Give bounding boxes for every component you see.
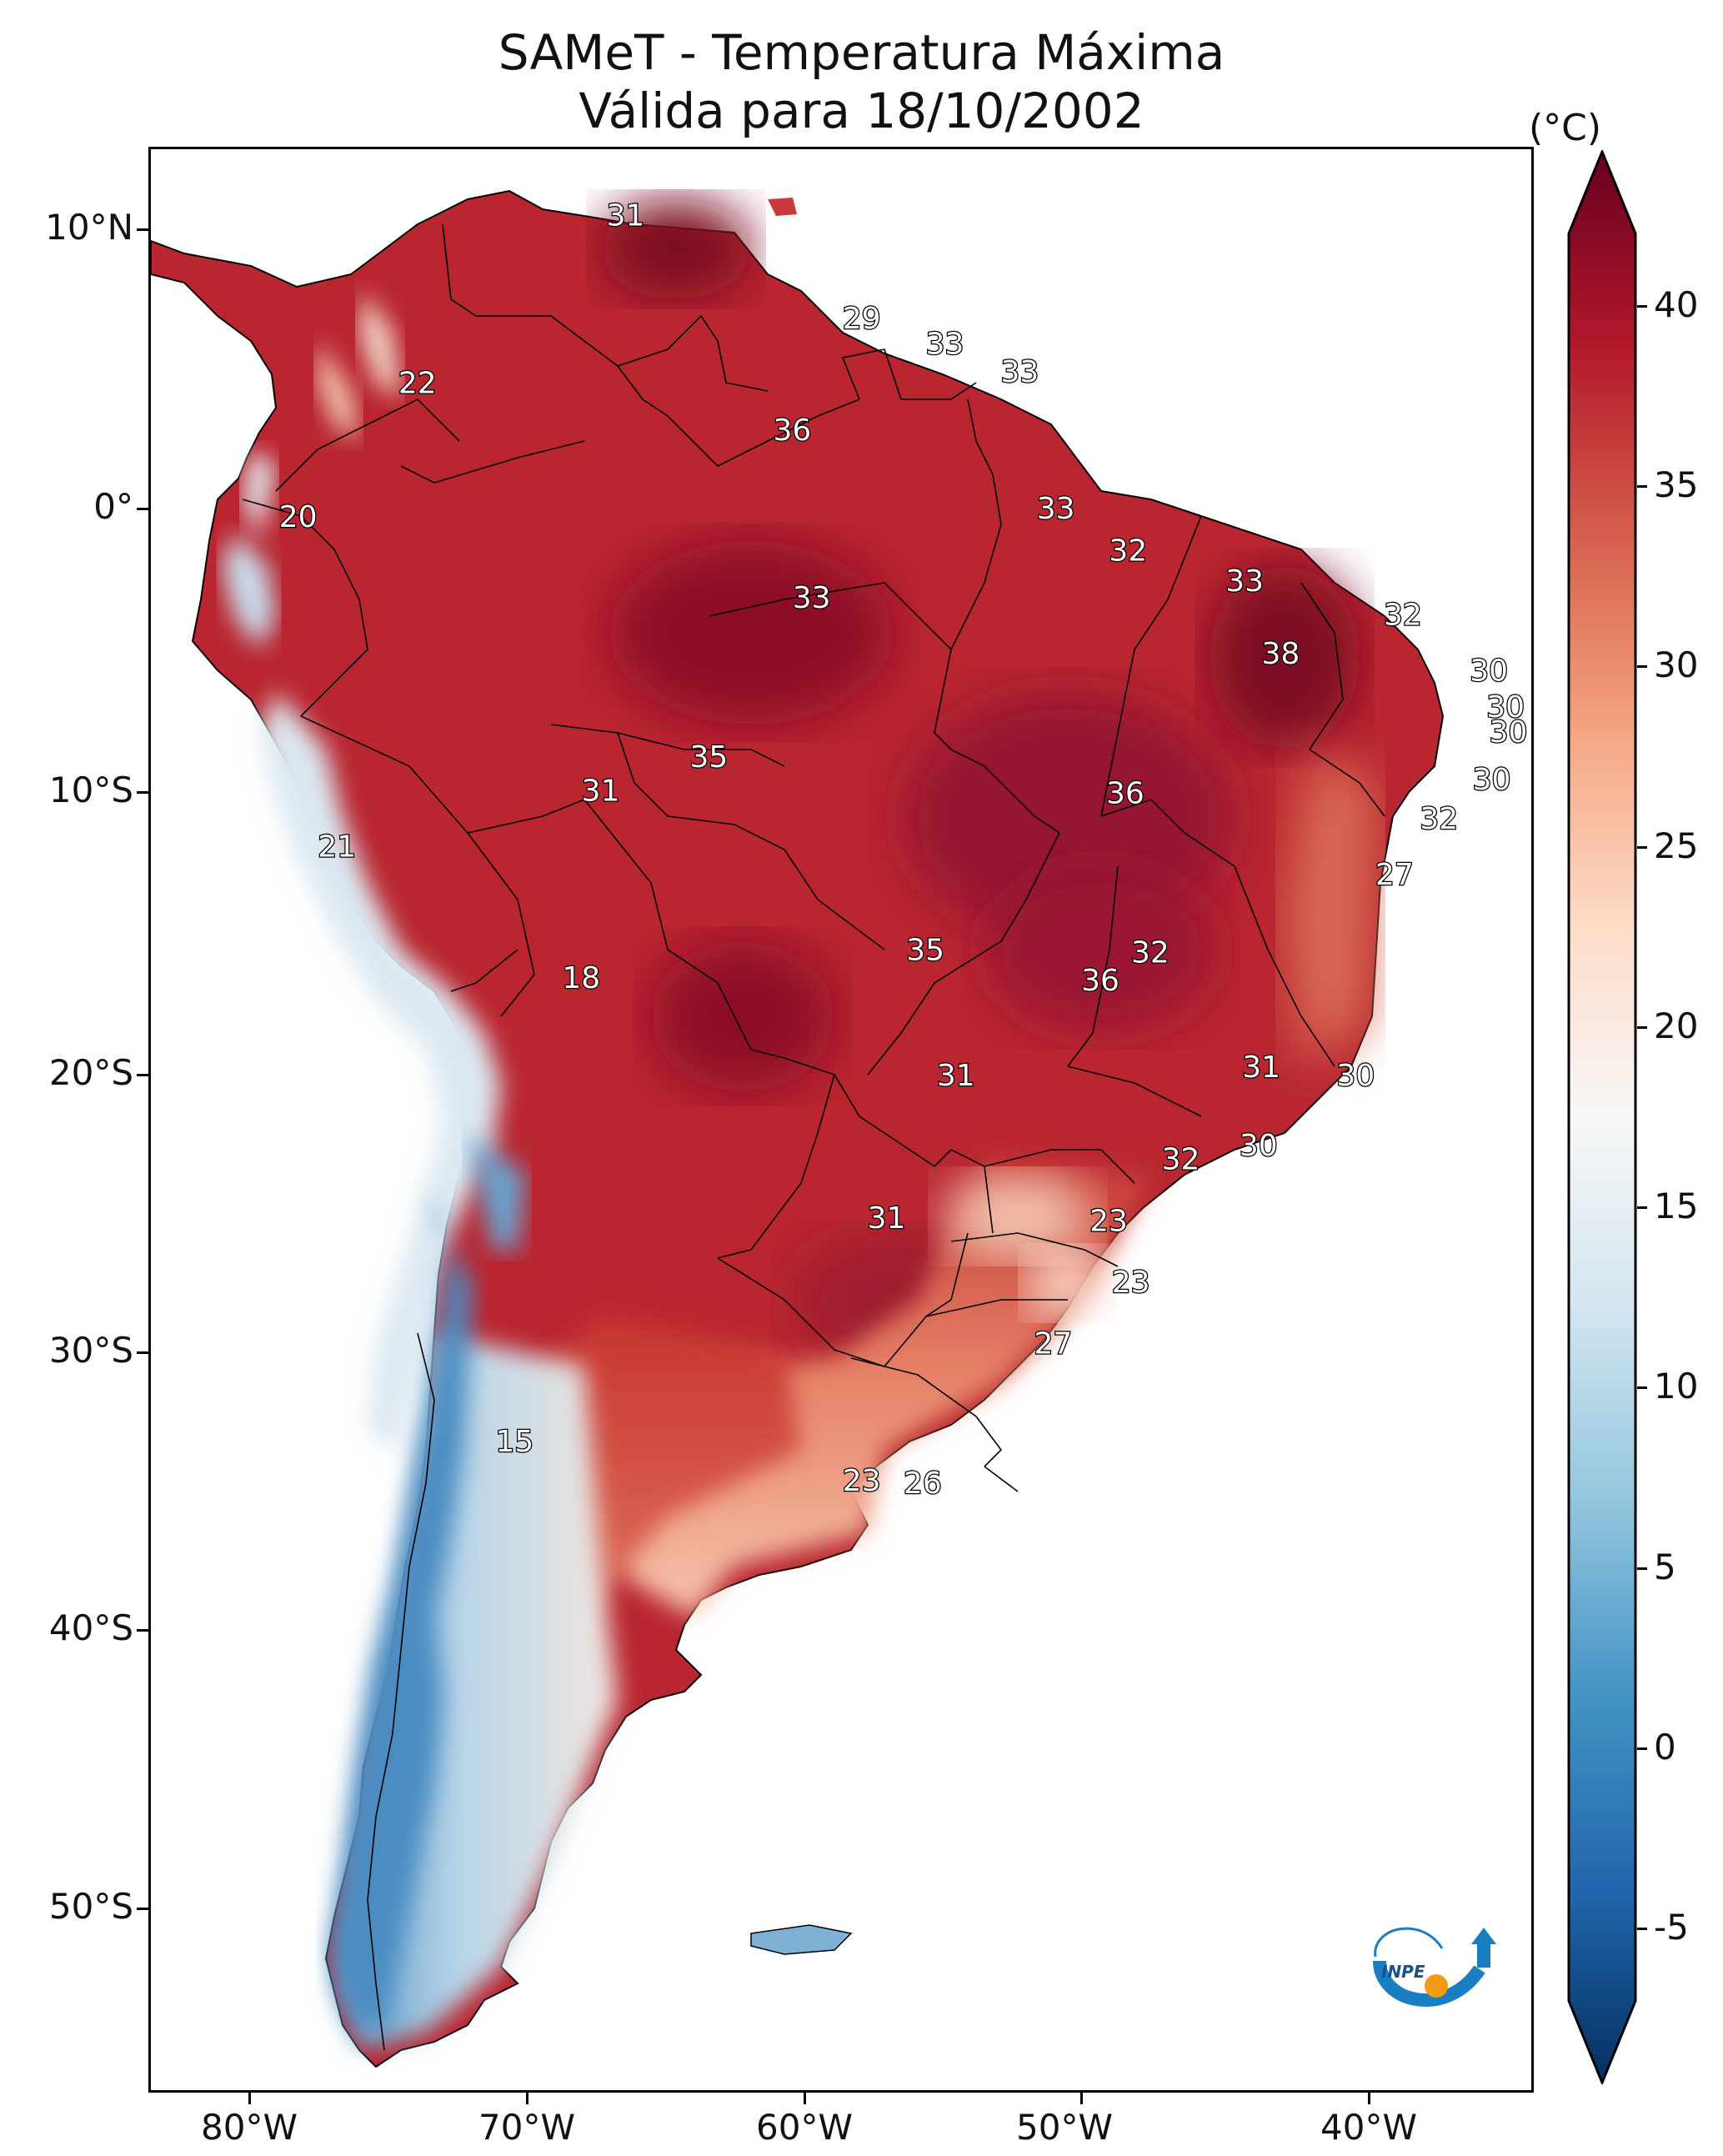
contour-label: 36 [1106, 777, 1144, 811]
lat-label-30s: 30°S [48, 1330, 133, 1371]
contour-label: 30 [1486, 690, 1525, 725]
colorbar-tick-label: 10 [1654, 1366, 1699, 1407]
contour-label: 32 [1384, 598, 1422, 632]
colorbar-tick-label: -5 [1654, 1907, 1689, 1948]
inpe-logo: INPE [1373, 1927, 1496, 2007]
contour-label: 30 [1336, 1059, 1375, 1093]
contour-label: 38 [1262, 637, 1300, 671]
lat-tick [137, 508, 148, 510]
contour-label: 15 [495, 1425, 533, 1459]
contour-label: 36 [1081, 964, 1119, 998]
contour-label: 33 [1037, 492, 1075, 526]
contour-label: 27 [1034, 1327, 1072, 1361]
logo-arrow-icon [1471, 1928, 1496, 1944]
contour-label: 30 [1473, 763, 1511, 797]
lat-label-10s: 10°S [48, 770, 133, 810]
contour-label: 32 [1162, 1143, 1200, 1177]
logo-sun-icon [1425, 1974, 1448, 1998]
colorbar-tick [1637, 484, 1647, 488]
lat-label-10n: 10°N [45, 207, 133, 248]
contour-label: 20 [279, 500, 318, 534]
lat-tick [137, 1908, 148, 1910]
lat-tick [137, 1351, 148, 1354]
colorbar-tick [1637, 1386, 1647, 1390]
colorbar-unit: (°C) [1529, 107, 1602, 149]
colorbar [1567, 150, 1637, 2084]
logo-text: INPE [1381, 1962, 1425, 1982]
colorbar-tick [1637, 665, 1647, 669]
colorbar-tick [1637, 1747, 1647, 1751]
lat-tick [137, 1629, 148, 1632]
lon-tick [1368, 2093, 1370, 2104]
lat-tick [137, 1074, 148, 1076]
contour-label: 32 [1109, 534, 1147, 568]
contour-label: 27 [1375, 858, 1414, 892]
logo-arc-icon [1373, 1960, 1485, 2007]
lat-label-0: 0° [93, 486, 133, 527]
colorbar-tick-label: 35 [1654, 464, 1699, 505]
lat-tick [137, 228, 148, 231]
colorbar-tick-label: 30 [1654, 644, 1699, 686]
lon-label-70w: 70°W [478, 2107, 575, 2148]
contour-label: 31 [582, 774, 620, 808]
contour-label: 21 [318, 830, 356, 864]
contour-label: 35 [906, 933, 944, 967]
lon-tick [1080, 2093, 1083, 2104]
colorbar-tick [1637, 304, 1647, 308]
contour-label: 31 [937, 1059, 975, 1093]
title-line-2: Válida para 18/10/2002 [579, 83, 1144, 139]
lon-tick [804, 2093, 806, 2104]
contour-label: 23 [1089, 1204, 1128, 1238]
country-borders [242, 223, 1385, 2051]
colorbar-tick [1637, 1206, 1647, 1210]
colorbar-tick-label: 20 [1654, 1005, 1699, 1046]
colorbar-tick [1637, 1928, 1647, 1931]
contour-label: 29 [843, 302, 881, 336]
lat-label-50s: 50°S [48, 1886, 133, 1927]
colorbar-tick [1637, 845, 1647, 849]
title-line-1: SAMeT - Temperatura Máxima [498, 24, 1225, 81]
contour-label: 23 [843, 1464, 881, 1498]
contour-label: 36 [773, 414, 811, 448]
contour-label: 33 [1225, 564, 1264, 599]
contour-label: 31 [607, 198, 645, 233]
lat-label-40s: 40°S [48, 1607, 133, 1648]
contour-label: 30 [1490, 715, 1528, 750]
contour-label: 23 [1112, 1266, 1150, 1300]
contour-label: 30 [1470, 654, 1508, 688]
contour-label: 35 [690, 740, 729, 775]
colorbar-tick-label: 25 [1654, 825, 1699, 866]
contour-label: 33 [1001, 355, 1039, 389]
contour-label: 32 [1131, 936, 1170, 970]
lon-label-40w: 40°W [1320, 2107, 1417, 2148]
lon-label-50w: 50°W [1016, 2107, 1113, 2148]
lat-tick [137, 791, 148, 794]
contour-label: 18 [562, 961, 600, 995]
contour-label: 33 [926, 327, 964, 361]
colorbar-tick-label: 0 [1654, 1727, 1676, 1768]
lon-tick [248, 2093, 251, 2104]
temperature-shading [222, 198, 1376, 2050]
contour-label: 22 [398, 366, 437, 400]
colorbar-tick-label: 40 [1654, 283, 1699, 325]
map-panel: 31 29 33 33 22 36 20 33 32 33 33 32 38 30 30 30 35 31 36 30… [148, 147, 1534, 2093]
map-title: SAMeT - Temperatura Máxima Válida para 1… [0, 23, 1723, 140]
colorbar-tick [1637, 1567, 1647, 1570]
contour-label: 32 [1420, 802, 1458, 836]
lon-label-80w: 80°W [201, 2107, 298, 2148]
contour-label: 33 [793, 581, 831, 615]
colorbar-tick [1637, 1025, 1647, 1029]
colorbar-tick-label: 15 [1654, 1186, 1699, 1227]
colorbar-body [1567, 150, 1637, 2084]
contour-label: 31 [1242, 1050, 1280, 1085]
lon-tick [526, 2093, 528, 2104]
lon-label-60w: 60°W [756, 2107, 853, 2148]
colorbar-tick-label: 5 [1654, 1546, 1676, 1587]
contour-label: 30 [1240, 1129, 1278, 1163]
contour-label: 26 [904, 1467, 942, 1501]
lat-label-20s: 20°S [48, 1052, 133, 1093]
contour-label: 31 [868, 1201, 906, 1236]
